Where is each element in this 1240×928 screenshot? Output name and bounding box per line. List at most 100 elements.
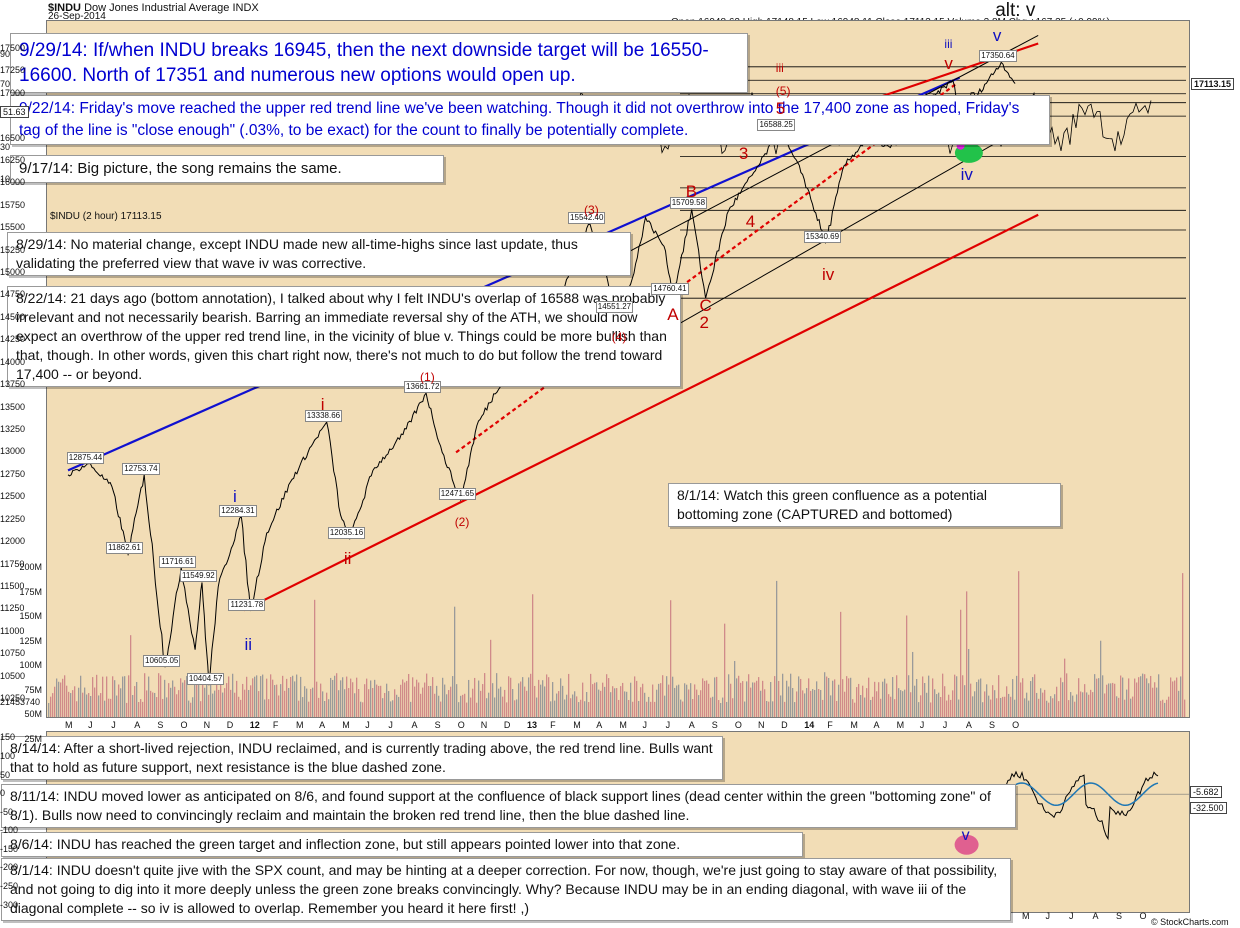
volume-bar bbox=[668, 684, 670, 717]
volume-bar bbox=[1182, 573, 1184, 717]
volume-bar bbox=[724, 623, 726, 717]
volume-bar bbox=[602, 682, 604, 717]
volume-bar bbox=[1080, 691, 1082, 717]
volume-bar bbox=[936, 694, 938, 717]
volume-bar bbox=[574, 691, 576, 717]
volume-tick-label: 175M bbox=[19, 586, 42, 597]
volume-bar bbox=[446, 694, 448, 717]
volume-bar bbox=[90, 696, 92, 717]
wave-label: iv bbox=[960, 164, 973, 184]
y-tick-label: 13750 bbox=[0, 379, 26, 390]
volume-bar bbox=[852, 699, 854, 717]
volume-bar bbox=[222, 692, 224, 717]
volume-bar bbox=[718, 700, 720, 717]
volume-bar bbox=[1112, 682, 1114, 717]
volume-tick-label: 100M bbox=[19, 660, 42, 670]
volume-bar bbox=[942, 673, 944, 717]
volume-bar bbox=[268, 699, 270, 717]
volume-bar bbox=[622, 682, 624, 717]
volume-bar bbox=[546, 674, 548, 717]
volume-bar bbox=[686, 684, 688, 717]
volume-bar bbox=[360, 701, 362, 717]
volume-bar bbox=[1042, 692, 1044, 717]
volume-bar bbox=[218, 689, 220, 717]
volume-bar bbox=[118, 684, 120, 717]
macd-tick-label: -100 bbox=[0, 825, 19, 836]
volume-bar bbox=[132, 695, 134, 717]
volume-bar bbox=[916, 679, 918, 717]
volume-bar bbox=[258, 691, 260, 717]
volume-bar bbox=[256, 675, 258, 717]
volume-tick-label: 50M bbox=[24, 709, 42, 719]
volume-bar bbox=[926, 692, 928, 717]
volume-bar bbox=[1076, 694, 1078, 717]
volume-bar bbox=[1072, 695, 1074, 717]
y-tick-label: 13250 bbox=[0, 424, 26, 434]
volume-bar bbox=[104, 700, 106, 717]
volume-bar bbox=[830, 695, 832, 717]
volume-bar bbox=[394, 689, 396, 717]
x-tick-label: J bbox=[919, 720, 925, 730]
volume-bar bbox=[52, 693, 54, 717]
volume-bar bbox=[874, 681, 876, 717]
volume-bar bbox=[868, 677, 870, 717]
volume-bar bbox=[530, 673, 532, 717]
x-tick-label: J bbox=[642, 720, 648, 730]
volume-bar bbox=[432, 677, 434, 717]
volume-bar bbox=[466, 702, 468, 717]
volume-bar bbox=[168, 683, 170, 717]
volume-bar bbox=[1048, 702, 1050, 717]
volume-bar bbox=[232, 673, 234, 717]
price-label: 14760.41 bbox=[651, 282, 689, 295]
volume-bar bbox=[838, 684, 840, 717]
volume-bar bbox=[600, 690, 602, 717]
volume-bar bbox=[680, 699, 682, 717]
price-label: 11862.61 bbox=[106, 542, 143, 555]
volume-bar bbox=[818, 689, 820, 717]
volume-bar bbox=[262, 674, 264, 717]
y-tick-label: 15750 bbox=[0, 199, 26, 210]
x-tick-label: O bbox=[180, 720, 188, 730]
volume-bar bbox=[972, 696, 974, 717]
volume-bar bbox=[702, 678, 704, 717]
volume-bar bbox=[722, 697, 724, 717]
volume-bar bbox=[1174, 680, 1176, 717]
volume-bar bbox=[442, 677, 444, 717]
volume-bar bbox=[998, 675, 1000, 717]
volume-bar bbox=[362, 702, 364, 717]
volume-bar bbox=[270, 674, 272, 717]
volume-bar bbox=[182, 682, 184, 717]
volume-bar bbox=[322, 691, 324, 717]
volume-bar bbox=[254, 676, 256, 717]
volume-bar bbox=[592, 684, 594, 717]
volume-bar bbox=[604, 686, 606, 717]
volume-bar bbox=[632, 701, 634, 717]
y-tick-label: 10500 bbox=[0, 670, 26, 681]
volume-bar bbox=[1000, 697, 1002, 717]
volume-bar bbox=[342, 677, 344, 717]
volume-bar bbox=[236, 680, 238, 717]
y-tick-label: 14500 bbox=[0, 311, 26, 322]
volume-bar bbox=[84, 687, 86, 717]
volume-bar bbox=[64, 675, 66, 717]
macd-tick-label: -200 bbox=[0, 862, 19, 873]
volume-bar bbox=[76, 701, 78, 717]
wave-label: 3 bbox=[738, 143, 749, 163]
volume-bar bbox=[542, 680, 544, 717]
volume-bar bbox=[1128, 678, 1130, 717]
note-8-1-zone: 8/1/14: Watch this green confluence as a… bbox=[668, 483, 1061, 527]
volume-bar bbox=[484, 673, 486, 717]
x-tick-label: F bbox=[272, 720, 279, 730]
volume-bar bbox=[324, 701, 326, 717]
volume-bar bbox=[914, 685, 916, 717]
x-tick-label: S bbox=[711, 720, 718, 730]
volume-bar bbox=[584, 701, 586, 717]
volume-bar bbox=[732, 698, 734, 717]
volume-bar bbox=[850, 677, 852, 717]
volume-bar bbox=[726, 701, 728, 717]
volume-bar bbox=[814, 689, 816, 717]
volume-bar bbox=[1082, 692, 1084, 717]
volume-bar bbox=[244, 689, 246, 717]
volume-bar bbox=[786, 680, 788, 717]
volume-bar bbox=[964, 685, 966, 717]
